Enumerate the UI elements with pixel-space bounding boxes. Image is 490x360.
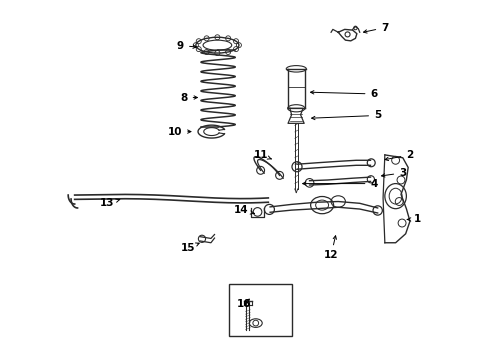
Text: 7: 7 <box>364 23 389 33</box>
Text: 11: 11 <box>254 150 271 160</box>
Text: 6: 6 <box>311 89 378 99</box>
Text: 4: 4 <box>303 179 378 189</box>
Text: 9: 9 <box>177 41 196 50</box>
Text: 8: 8 <box>180 93 197 103</box>
Text: 14: 14 <box>234 206 254 216</box>
Text: 15: 15 <box>180 243 199 253</box>
Text: 16: 16 <box>237 299 251 309</box>
Text: 13: 13 <box>99 198 120 208</box>
Text: 5: 5 <box>312 111 381 121</box>
Text: 12: 12 <box>324 236 338 260</box>
Text: 3: 3 <box>382 168 406 178</box>
Text: 10: 10 <box>168 127 191 136</box>
Text: 1: 1 <box>407 215 421 224</box>
Text: 2: 2 <box>385 150 414 161</box>
